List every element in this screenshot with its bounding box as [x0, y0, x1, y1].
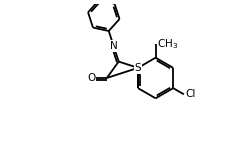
- Text: CH$_3$: CH$_3$: [157, 37, 178, 51]
- Text: N: N: [110, 41, 118, 51]
- Text: Cl: Cl: [185, 89, 195, 99]
- Text: O: O: [87, 73, 96, 83]
- Text: S: S: [135, 63, 141, 73]
